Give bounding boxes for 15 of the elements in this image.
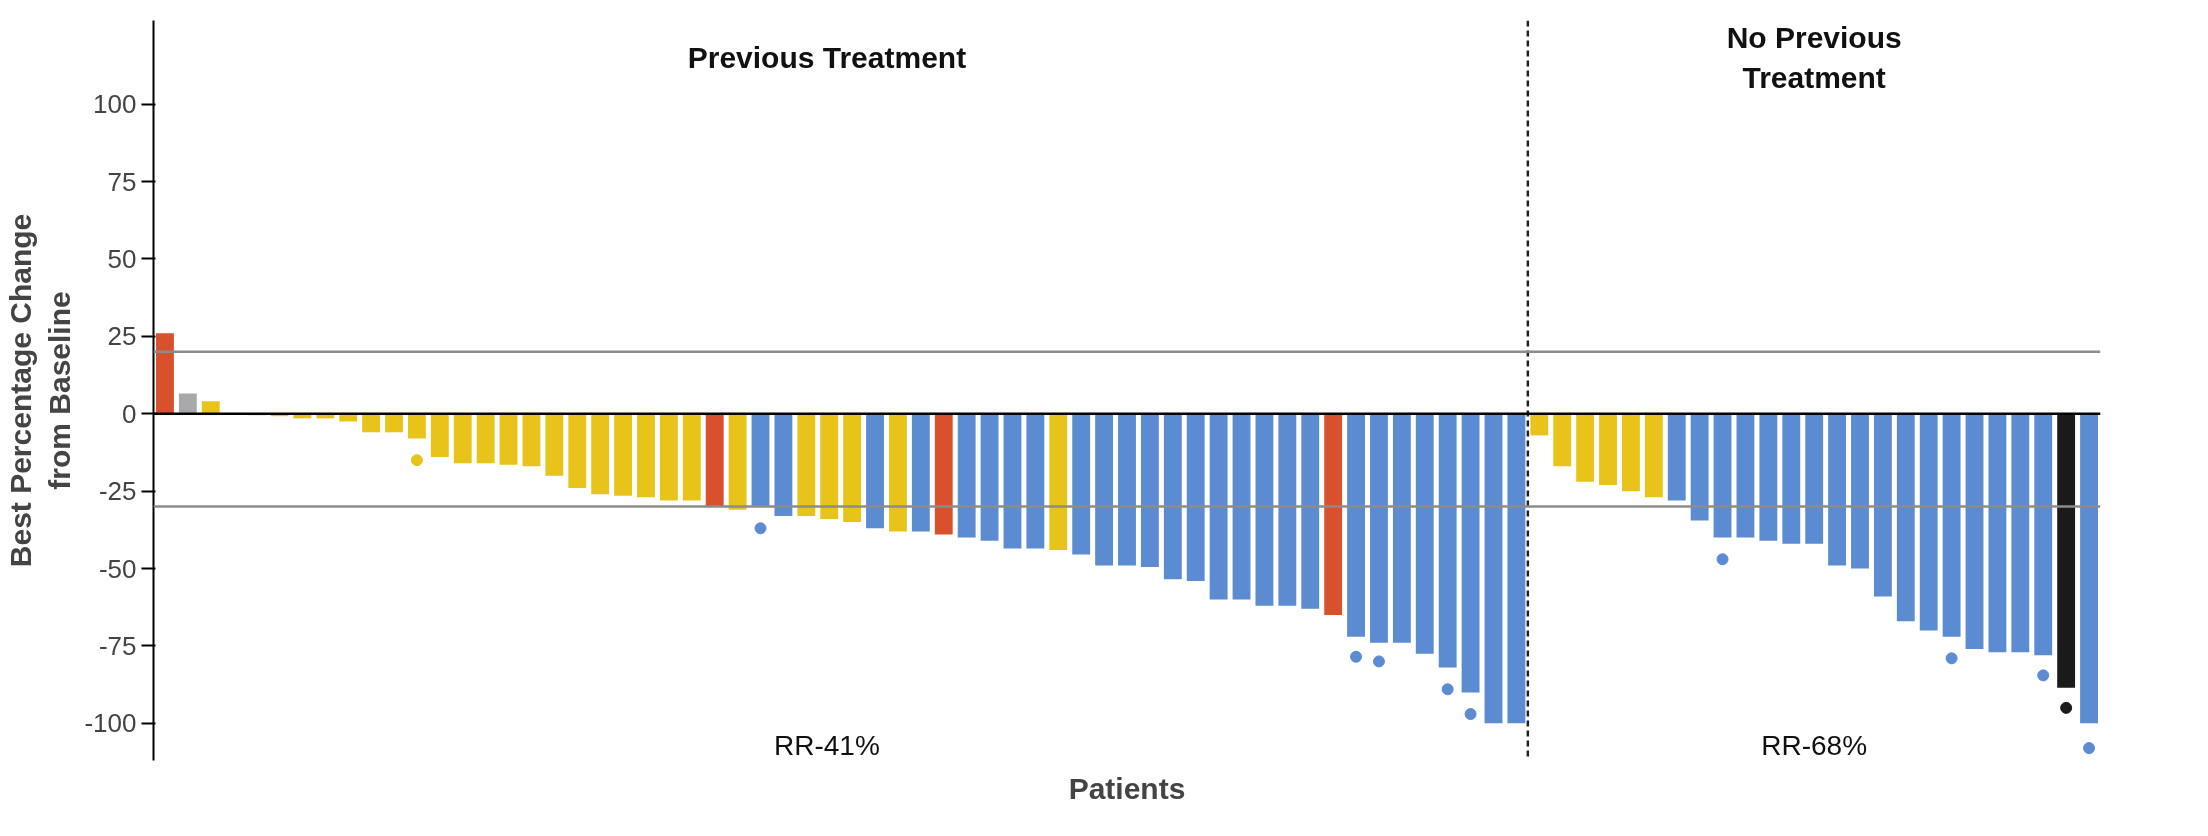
y-tick-label: 100: [93, 89, 137, 120]
y-tick-label: -100: [84, 708, 137, 739]
y-tick-label: -25: [98, 476, 137, 507]
x-axis-title: Patients: [1068, 771, 1186, 805]
y-tick-label: 0: [122, 398, 137, 429]
annotation: RR-41%: [774, 729, 880, 761]
y-tick-label: 75: [107, 166, 137, 197]
y-tick-label: 25: [107, 321, 137, 352]
annotation: Previous Treatment: [687, 41, 967, 75]
annotation: No Previous Treatment: [1726, 21, 1902, 94]
y-axis-title: Best Percentage Change from Baseline: [3, 213, 77, 568]
annotation: RR-68%: [1761, 729, 1868, 761]
y-tick-label: 50: [107, 243, 137, 274]
y-tick-label: -50: [98, 553, 137, 584]
y-tick-label: -75: [98, 630, 137, 661]
